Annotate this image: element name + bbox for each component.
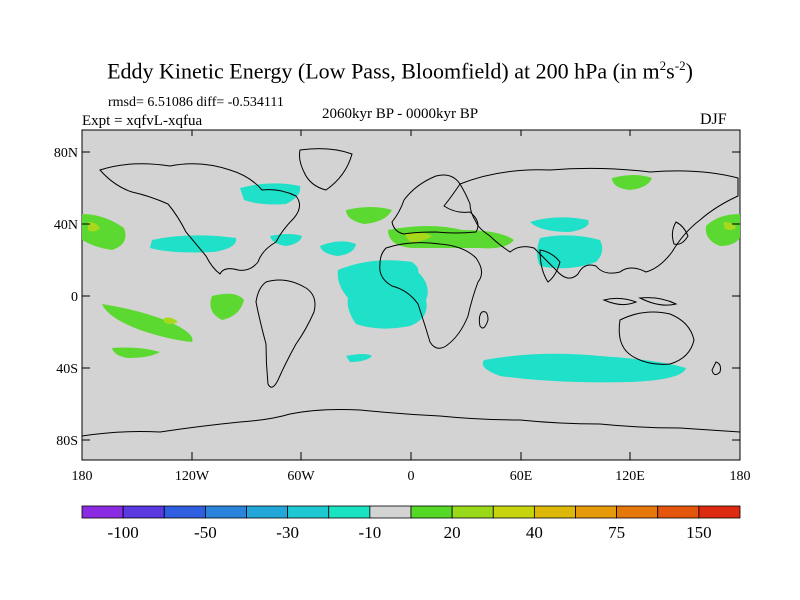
lon-label: 180: [730, 469, 751, 484]
coastline-europe: [391, 174, 479, 235]
colorbar-box: [246, 505, 289, 519]
coastline-north-america: [99, 163, 300, 275]
anomaly-region: [164, 317, 178, 324]
stats-text: rmsd= 6.51086 diff= -0.534111: [108, 95, 284, 110]
coastline-antarctica: [81, 409, 741, 437]
lat-label: 80S: [56, 434, 78, 449]
anomaly-region: [612, 175, 652, 190]
anomaly-region: [337, 260, 428, 329]
coastline-africa: [379, 242, 482, 349]
anomaly-region: [270, 234, 302, 246]
colorbar-label: 20: [444, 523, 461, 542]
colorbar-label: 75: [608, 523, 625, 542]
colorbar-box: [163, 505, 206, 519]
coastline-india: [539, 249, 561, 283]
colorbar-label: 150: [686, 523, 712, 542]
coastline-madagascar: [478, 311, 489, 329]
axis-ticks: [81, 130, 741, 460]
anomaly-region: [150, 235, 237, 253]
coastline-australia: [618, 311, 695, 365]
colorbar-box: [287, 505, 330, 519]
coastline-asia: [459, 167, 739, 279]
colorbar-box: [616, 505, 659, 519]
lon-label: 60W: [287, 469, 315, 484]
lon-label: 120E: [615, 469, 645, 484]
lon-label: 60E: [510, 469, 533, 484]
colorbar-box: [575, 505, 618, 519]
colorbar-box: [122, 505, 165, 519]
map-title: Eddy Kinetic Energy (Low Pass, Bloomfiel…: [107, 58, 693, 84]
anomaly-region: [404, 232, 432, 242]
period-text: 2060kyr BP - 0000kyr BP: [322, 106, 479, 122]
lat-label: 40N: [54, 218, 78, 233]
experiment-text: Expt = xqfvL-xqfua: [82, 113, 203, 129]
colorbar-box: [657, 505, 700, 519]
season-text: DJF: [700, 111, 727, 128]
colorbar-label: -100: [108, 523, 139, 542]
lon-label: 180: [72, 469, 93, 484]
colorbar-box: [81, 505, 124, 519]
colorbar-labels: -100 -50 -30 -10 20 40 75 150: [108, 523, 712, 542]
lat-label: 40S: [56, 362, 78, 377]
colorbar-label: 40: [526, 523, 543, 542]
colorbar: [81, 505, 741, 519]
colorbar-label: -50: [194, 523, 217, 542]
anomaly-region: [724, 222, 736, 230]
coastlines: [81, 148, 741, 437]
colorbar-box: [410, 505, 453, 519]
lon-label: 0: [408, 469, 415, 484]
anomaly-region: [346, 207, 392, 224]
anomaly-region: [112, 347, 160, 358]
colorbar-label: -30: [276, 523, 299, 542]
colorbar-box: [698, 505, 741, 519]
anomaly-region: [346, 354, 372, 362]
coastline-new-zealand: [711, 361, 721, 376]
anomaly-region: [537, 235, 603, 269]
colorbar-box: [204, 505, 247, 519]
anomaly-region: [320, 241, 356, 256]
coastline-japan: [671, 221, 689, 245]
colorbar-box: [369, 505, 412, 519]
anomaly-region: [88, 222, 100, 232]
anomaly-region: [530, 217, 589, 232]
anomaly-region: [482, 353, 686, 383]
lat-label: 80N: [54, 146, 78, 161]
coastline-indonesia: [602, 297, 678, 306]
colorbar-label: -10: [359, 523, 382, 542]
colorbar-box: [492, 505, 535, 519]
coastline-greenland: [299, 148, 353, 191]
coastline-south-america: [255, 279, 316, 388]
anomaly-region: [102, 304, 193, 342]
lat-label: 0: [71, 290, 78, 305]
anomaly-region: [240, 183, 301, 205]
lon-label: 120W: [175, 469, 210, 484]
colorbar-box: [451, 505, 494, 519]
anomaly-region: [210, 293, 244, 320]
anomaly-region: [705, 214, 740, 246]
colorbar-box: [328, 505, 371, 519]
colorbar-box: [533, 505, 576, 519]
